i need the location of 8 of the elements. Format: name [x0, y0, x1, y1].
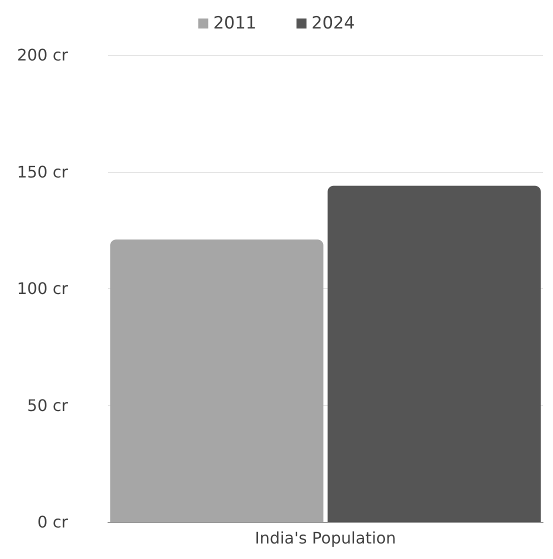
legend-label: 2011 [213, 14, 256, 34]
y-tick-label: 50 cr [27, 396, 68, 415]
y-tick-label: 200 cr [17, 46, 68, 64]
y-tick-label: 150 cr [17, 162, 68, 182]
legend-label: 2024 [312, 14, 355, 34]
y-tick-label: 100 cr [17, 279, 68, 298]
x-tick-label: India's Population [254, 528, 396, 548]
y-tick-label: 0 cr [37, 512, 68, 532]
